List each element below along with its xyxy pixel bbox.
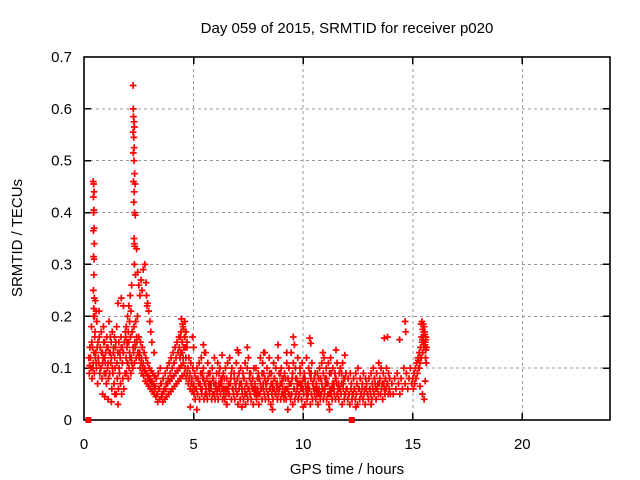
x-tick-label: 0 (80, 436, 88, 453)
grid-lines (84, 57, 610, 420)
tick-marks-path (83, 56, 610, 421)
plus-markers (85, 82, 430, 413)
y-tick-label: 0.6 (51, 101, 72, 118)
y-tick-label: 0 (64, 412, 72, 429)
x-tick-label: 15 (404, 436, 421, 453)
grid-layer (84, 57, 610, 420)
scatter-points (85, 82, 430, 423)
x-tick-label: 10 (295, 436, 312, 453)
plot-title: Day 059 of 2015, SRMTID for receiver p02… (201, 20, 494, 37)
y-tick-label: 0.7 (51, 49, 72, 66)
y-tick-label: 0.2 (51, 308, 72, 325)
y-tick-label: 0.3 (51, 256, 72, 273)
y-axis-label: SRMTID / TECUs (9, 179, 26, 297)
square-marker (348, 417, 355, 423)
y-tick-label: 0.4 (51, 205, 72, 222)
x-axis-label: GPS time / hours (290, 461, 404, 478)
plot-border (83, 56, 611, 421)
square-marker (85, 417, 92, 423)
tick-marks (83, 56, 610, 421)
y-tick-label: 0.1 (51, 360, 72, 377)
y-tick-label: 0.5 (51, 153, 72, 170)
tick-labels: 0 5 10 15 20 0 0.1 0.2 0.3 0.4 0.5 0.6 0.7 (51, 49, 531, 453)
x-tick-label: 20 (514, 436, 531, 453)
x-tick-label: 5 (189, 436, 197, 453)
